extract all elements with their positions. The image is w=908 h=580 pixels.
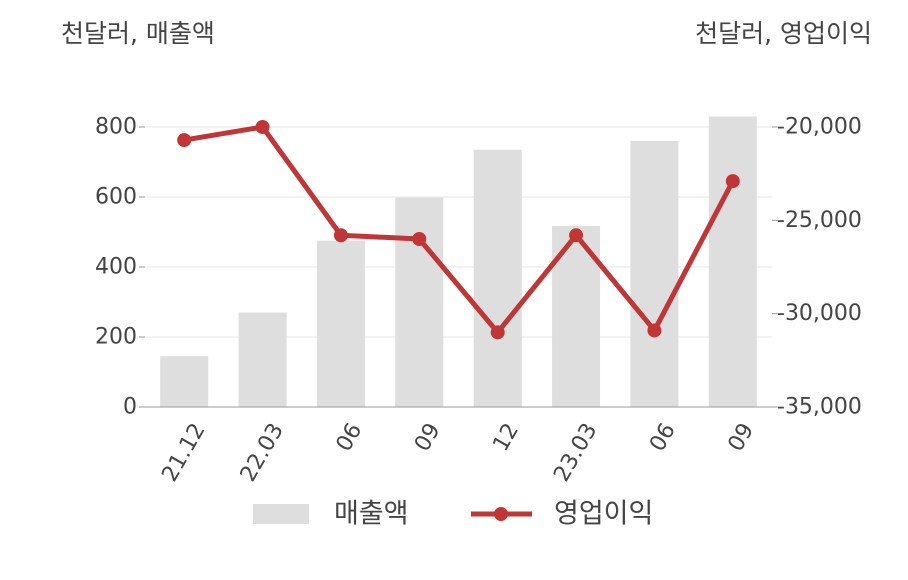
revenue-bar xyxy=(708,116,757,407)
operating-profit-point xyxy=(333,228,348,243)
operating-profit-point xyxy=(177,133,192,148)
right-axis-unit-label: 천달러, 영업이익 xyxy=(695,19,872,48)
right-axis-tick-label: -25,000 xyxy=(777,208,862,233)
revenue-bar xyxy=(238,312,287,407)
operating-profit-point xyxy=(725,174,740,189)
x-axis-tick-label: 22.03 xyxy=(236,419,289,486)
legend-label-revenue: 매출액 xyxy=(334,499,409,530)
left-axis-tick-label: 600 xyxy=(95,185,137,210)
operating-profit-point xyxy=(490,325,505,340)
x-axis-tick-label: 09 xyxy=(410,419,446,456)
operating-profit-line xyxy=(183,124,736,335)
revenue-bar xyxy=(316,240,365,407)
right-axis-tick-label: -35,000 xyxy=(777,395,862,420)
right-axis-tick-label: -20,000 xyxy=(777,115,862,140)
legend-swatch-marker xyxy=(494,507,508,521)
operating-profit-point xyxy=(412,232,427,246)
revenue-bar xyxy=(630,141,679,407)
legend-label-operating-profit: 영업이익 xyxy=(554,499,653,530)
operating-profit-point xyxy=(255,120,270,134)
left-axis-tick-label: 800 xyxy=(95,115,137,140)
operating-profit-point xyxy=(569,228,584,243)
operating-profit-point xyxy=(647,323,662,338)
left-axis-tick-label: 0 xyxy=(123,395,137,420)
left-axis-tick-label: 400 xyxy=(95,255,137,280)
revenue-bar xyxy=(473,149,522,407)
x-axis-tick-label: 23.03 xyxy=(549,419,602,486)
x-axis-tick-label: 06 xyxy=(332,419,368,456)
revenue-bar xyxy=(160,356,209,407)
revenue-bar xyxy=(395,197,444,407)
left-axis-unit-label: 천달러, 매출액 xyxy=(61,19,215,48)
left-axis-tick-label: 200 xyxy=(95,325,137,350)
right-axis-tick-label: -30,000 xyxy=(777,301,862,326)
x-axis-tick-label: 21.12 xyxy=(157,419,210,486)
x-axis-tick-label: 06 xyxy=(645,419,681,456)
legend-swatch-revenue xyxy=(253,504,309,524)
x-axis-tick-label: 09 xyxy=(724,419,760,456)
x-axis-tick-label: 12 xyxy=(488,419,524,456)
